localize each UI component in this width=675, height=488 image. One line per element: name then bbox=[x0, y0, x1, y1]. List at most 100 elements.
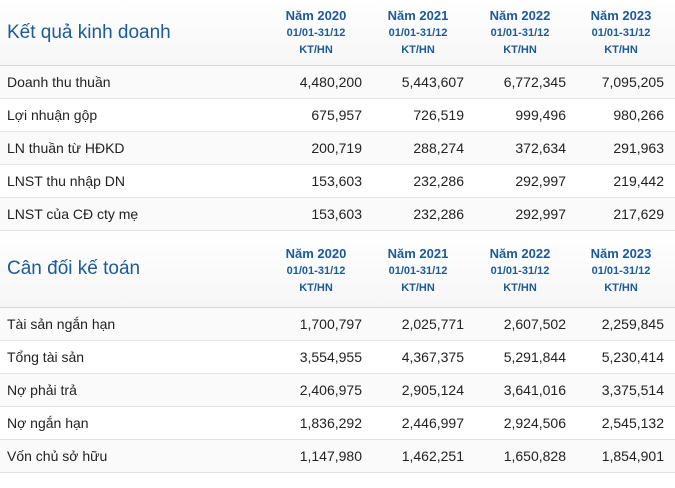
column-range: 01/01-31/12 bbox=[591, 265, 651, 277]
column-header-2021[interactable]: Năm 2021 01/01-31/12 KT/HN bbox=[367, 0, 469, 65]
cell-value: 292,997 bbox=[515, 173, 566, 189]
column-unit: KT/HN bbox=[604, 44, 638, 56]
column-unit: KT/HN bbox=[604, 282, 638, 294]
cell-value: 153,603 bbox=[311, 173, 362, 189]
balance-sheet-header: Cân đối kế toán Năm 2020 01/01-31/12 KT/… bbox=[0, 231, 675, 308]
cell-value: 6,772,345 bbox=[503, 74, 566, 90]
row-label[interactable]: Doanh thu thuần bbox=[7, 74, 111, 90]
cell-value: 200,719 bbox=[311, 140, 362, 156]
balance-sheet-section: Cân đối kế toán Năm 2020 01/01-31/12 KT/… bbox=[0, 231, 675, 473]
cell-value: 232,286 bbox=[413, 206, 464, 222]
column-header-2023[interactable]: Năm 2023 01/01-31/12 KT/HN bbox=[571, 0, 671, 65]
column-header-2021[interactable]: Năm 2021 01/01-31/12 KT/HN bbox=[367, 231, 469, 307]
cell-value: 288,274 bbox=[413, 140, 464, 156]
column-unit: KT/HN bbox=[299, 282, 333, 294]
column-year: Năm 2020 bbox=[285, 246, 347, 261]
cell-value: 292,997 bbox=[515, 206, 566, 222]
income-statement-header: Kết quả kinh doanh Năm 2020 01/01-31/12 … bbox=[0, 0, 675, 66]
column-year: Năm 2021 bbox=[387, 8, 449, 23]
cell-value: 2,259,845 bbox=[601, 316, 664, 332]
cell-value: 291,963 bbox=[613, 140, 664, 156]
column-range: 01/01-31/12 bbox=[490, 27, 550, 39]
column-header-2020[interactable]: Năm 2020 01/01-31/12 KT/HN bbox=[265, 231, 367, 307]
cell-value: 232,286 bbox=[413, 173, 464, 189]
cell-value: 5,230,414 bbox=[601, 349, 664, 365]
column-unit: KT/HN bbox=[503, 44, 537, 56]
row-label[interactable]: LN thuần từ HĐKD bbox=[7, 140, 125, 156]
cell-value: 2,905,124 bbox=[401, 382, 464, 398]
section-title: Kết quả kinh doanh bbox=[7, 21, 171, 43]
column-range: 01/01-31/12 bbox=[490, 265, 550, 277]
table-row: Nợ ngắn hạn 1,836,292 2,446,997 2,924,50… bbox=[0, 407, 675, 440]
cell-value: 217,629 bbox=[613, 206, 664, 222]
column-unit: KT/HN bbox=[401, 44, 435, 56]
table-row: Doanh thu thuần 4,480,200 5,443,607 6,77… bbox=[0, 66, 675, 99]
cell-value: 2,406,975 bbox=[299, 382, 362, 398]
cell-value: 1,462,251 bbox=[401, 448, 464, 464]
column-range: 01/01-31/12 bbox=[286, 27, 346, 39]
row-label[interactable]: Tổng tài sản bbox=[7, 349, 85, 365]
section-title: Cân đối kế toán bbox=[7, 258, 141, 279]
column-header-2022[interactable]: Năm 2022 01/01-31/12 KT/HN bbox=[469, 231, 571, 307]
cell-value: 1,147,980 bbox=[299, 448, 362, 464]
column-unit: KT/HN bbox=[503, 282, 537, 294]
column-year: Năm 2020 bbox=[285, 8, 347, 23]
cell-value: 372,634 bbox=[515, 140, 566, 156]
income-statement-section: Kết quả kinh doanh Năm 2020 01/01-31/12 … bbox=[0, 0, 675, 231]
cell-value: 5,443,607 bbox=[401, 74, 464, 90]
cell-value: 3,375,514 bbox=[601, 382, 664, 398]
cell-value: 3,641,016 bbox=[503, 382, 566, 398]
cell-value: 4,480,200 bbox=[299, 74, 362, 90]
row-label[interactable]: Lợi nhuận gộp bbox=[7, 107, 98, 123]
table-row: LNST của CĐ cty mẹ 153,603 232,286 292,9… bbox=[0, 198, 675, 231]
cell-value: 1,650,828 bbox=[503, 448, 566, 464]
column-header-2020[interactable]: Năm 2020 01/01-31/12 KT/HN bbox=[265, 0, 367, 65]
cell-value: 2,025,771 bbox=[401, 316, 464, 332]
row-label[interactable]: LNST thu nhập DN bbox=[7, 173, 126, 189]
cell-value: 1,854,901 bbox=[601, 448, 664, 464]
cell-value: 5,291,844 bbox=[503, 349, 566, 365]
cell-value: 7,095,205 bbox=[601, 74, 664, 90]
row-label[interactable]: Tài sản ngắn hạn bbox=[7, 316, 116, 332]
column-year: Năm 2022 bbox=[489, 246, 551, 261]
column-range: 01/01-31/12 bbox=[388, 27, 448, 39]
table-row: LN thuần từ HĐKD 200,719 288,274 372,634… bbox=[0, 132, 675, 165]
cell-value: 726,519 bbox=[413, 107, 464, 123]
cell-value: 999,496 bbox=[515, 107, 566, 123]
cell-value: 2,545,132 bbox=[601, 415, 664, 431]
table-row: Vốn chủ sở hữu 1,147,980 1,462,251 1,650… bbox=[0, 440, 675, 473]
cell-value: 219,442 bbox=[613, 173, 664, 189]
cell-value: 153,603 bbox=[311, 206, 362, 222]
row-label[interactable]: Nợ phải trả bbox=[7, 382, 77, 398]
table-row: Lợi nhuận gộp 675,957 726,519 999,496 98… bbox=[0, 99, 675, 132]
cell-value: 3,554,955 bbox=[299, 349, 362, 365]
balance-sheet-rows: Tài sản ngắn hạn 1,700,797 2,025,771 2,6… bbox=[0, 308, 675, 473]
table-row: Nợ phải trả 2,406,975 2,905,124 3,641,01… bbox=[0, 374, 675, 407]
table-row: LNST thu nhập DN 153,603 232,286 292,997… bbox=[0, 165, 675, 198]
column-range: 01/01-31/12 bbox=[286, 265, 346, 277]
cell-value: 2,446,997 bbox=[401, 415, 464, 431]
column-year: Năm 2023 bbox=[590, 246, 652, 261]
column-year: Năm 2021 bbox=[387, 246, 449, 261]
column-unit: KT/HN bbox=[299, 44, 333, 56]
row-label[interactable]: Vốn chủ sở hữu bbox=[7, 448, 108, 464]
row-label[interactable]: Nợ ngắn hạn bbox=[7, 415, 89, 431]
cell-value: 980,266 bbox=[613, 107, 664, 123]
cell-value: 1,700,797 bbox=[299, 316, 362, 332]
table-row: Tổng tài sản 3,554,955 4,367,375 5,291,8… bbox=[0, 341, 675, 374]
cell-value: 2,924,506 bbox=[503, 415, 566, 431]
income-statement-rows: Doanh thu thuần 4,480,200 5,443,607 6,77… bbox=[0, 66, 675, 231]
column-year: Năm 2022 bbox=[489, 8, 551, 23]
column-header-2023[interactable]: Năm 2023 01/01-31/12 KT/HN bbox=[571, 231, 671, 307]
row-label[interactable]: LNST của CĐ cty mẹ bbox=[7, 206, 139, 222]
column-range: 01/01-31/12 bbox=[388, 265, 448, 277]
cell-value: 675,957 bbox=[311, 107, 362, 123]
cell-value: 4,367,375 bbox=[401, 349, 464, 365]
column-header-2022[interactable]: Năm 2022 01/01-31/12 KT/HN bbox=[469, 0, 571, 65]
table-row: Tài sản ngắn hạn 1,700,797 2,025,771 2,6… bbox=[0, 308, 675, 341]
cell-value: 1,836,292 bbox=[299, 415, 362, 431]
column-range: 01/01-31/12 bbox=[591, 27, 651, 39]
column-year: Năm 2023 bbox=[590, 8, 652, 23]
column-unit: KT/HN bbox=[401, 282, 435, 294]
cell-value: 2,607,502 bbox=[503, 316, 566, 332]
